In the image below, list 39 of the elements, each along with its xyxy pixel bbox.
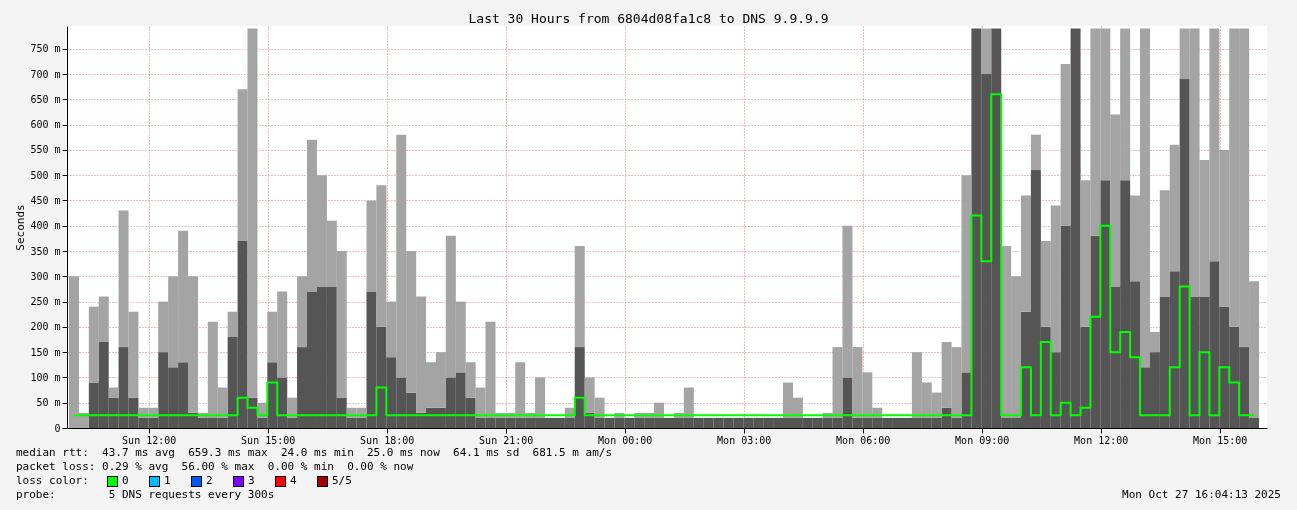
text: 4 (290, 474, 297, 487)
x-tick-label: Mon 00:00 (598, 434, 653, 446)
y-tick-label: 300 m (30, 270, 61, 282)
text: median rtt: 43.7 ms avg 659.3 ms max 24.0 ms min 25.0 ms now 64.1 ms sd 681.5 m am/s (16, 446, 613, 459)
x-tick-label: Mon 06:00 (836, 434, 891, 446)
x-tick-label: Sun 18:00 (360, 434, 415, 446)
text: 2 (206, 474, 213, 487)
y-axis-title: Seconds (14, 204, 28, 251)
text: loss color: (16, 474, 89, 487)
y-tick-label: 100 m (30, 371, 61, 383)
x-tick-label: Mon 03:00 (717, 434, 772, 446)
chart-title: Last 30 Hours from 6804d08fa1c8 to DNS 9.9.9.9 (467, 11, 830, 26)
text: 5/5 (332, 474, 352, 487)
x-tick-label: Mon 12:00 (1074, 434, 1129, 446)
y-tick-label: 400 m (30, 220, 61, 232)
y-tick-label: 600 m (30, 119, 61, 131)
x-tick-label: Sun 15:00 (241, 434, 296, 446)
y-tick-label: 750 m (30, 43, 61, 55)
y-tick-label: 350 m (30, 245, 61, 257)
text: probe: 5 DNS requests every 300s (16, 488, 275, 501)
y-tick-label: 550 m (30, 144, 61, 156)
text: 1 (164, 474, 171, 487)
y-tick-label: 250 m (30, 296, 61, 308)
x-tick-label: Mon 15:00 (1193, 434, 1248, 446)
text: Mon Oct 27 16:04:13 2025 (1122, 488, 1281, 501)
text: packet loss: 0.29 % avg 56.00 % max 0.00 % min 0.00 % now (16, 460, 414, 473)
x-tick-label: Sun 12:00 (122, 434, 177, 446)
y-tick-label: 500 m (30, 169, 61, 181)
y-tick-label: 450 m (30, 194, 61, 206)
y-tick-label: 0 (54, 422, 61, 434)
y-tick-label: 200 m (30, 321, 61, 333)
text: 3 (248, 474, 255, 487)
y-tick-label: 700 m (30, 68, 61, 80)
y-tick-label: 650 m (30, 93, 61, 105)
x-tick-label: Mon 09:00 (955, 434, 1010, 446)
x-tick-label: Sun 21:00 (479, 434, 534, 446)
text: 0 (122, 474, 129, 487)
y-tick-label: 150 m (30, 346, 61, 358)
y-tick-label: 50 m (36, 397, 61, 409)
